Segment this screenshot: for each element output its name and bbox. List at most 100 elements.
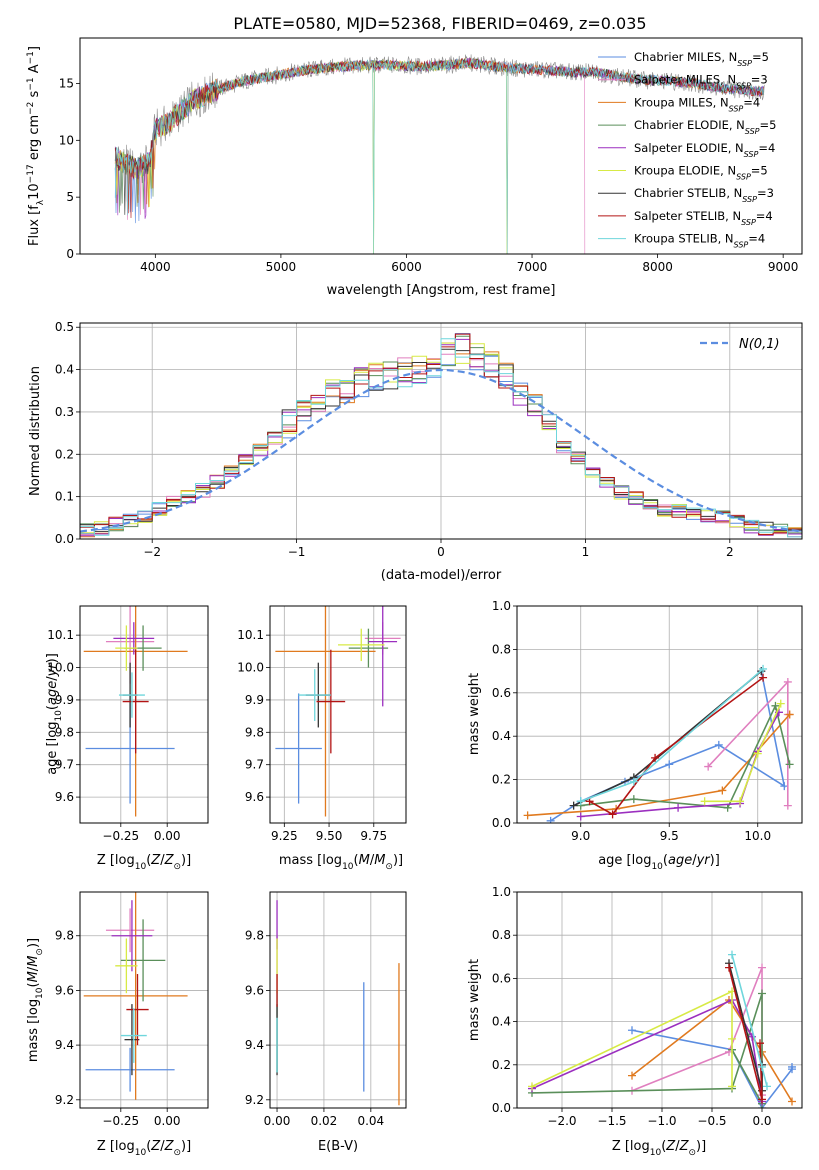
label-part: Z [log [97, 853, 135, 868]
label-part: mass [log [279, 853, 342, 868]
label-part: A [27, 64, 42, 77]
y-tick-label: 0.2 [492, 773, 511, 787]
legend-label: Kroupa MILES, NSSP=4 [634, 95, 760, 113]
label-part: age [45, 681, 60, 705]
label-part: 10 [650, 1148, 662, 1158]
series-marker [758, 963, 766, 972]
series-line [728, 967, 763, 1100]
label-part: ⊙ [688, 1148, 696, 1158]
series-line [589, 676, 764, 816]
series-marker [714, 740, 723, 749]
label-part: ⊙ [385, 862, 393, 872]
label-part: ⊙ [35, 948, 45, 956]
label-part: ( [26, 982, 41, 987]
x-tick-label: 0.0 [752, 1114, 771, 1128]
series-marker [763, 1082, 771, 1091]
legend-subscript: SSP [745, 127, 760, 136]
y-axis-label: Flux [fλ10−17 erg cm−2 s−1 A−1] [26, 46, 46, 246]
y-axis-label: mass weight [467, 673, 482, 755]
label-part: 10 [135, 1148, 147, 1158]
legend-value: =4 [758, 141, 775, 155]
label-part: Z [164, 1139, 175, 1154]
x-tick-label: 9.25 [271, 829, 298, 843]
errorbar-group [276, 900, 400, 1106]
label-part: Z [665, 1139, 676, 1154]
label-part: yr [696, 853, 712, 868]
label-part: )] [181, 853, 191, 868]
series-marker [759, 664, 768, 673]
legend-subscript: SSP [736, 172, 751, 181]
label-part: ( [45, 705, 60, 710]
series-marker [783, 801, 792, 810]
y-tick-label: 10.0 [47, 661, 74, 675]
spectrum-line [114, 58, 765, 254]
label-part: 10 [342, 862, 354, 872]
label-part: 10 [651, 862, 663, 872]
label-part: / [160, 853, 165, 868]
axes-age-vs-Z: −0.25 0.00 9.6 9.7 9.8 9.9 10.0 10.1 [47, 606, 208, 843]
x-tick-label: −0.5 [697, 1114, 726, 1128]
legend-label: Chabrier STELIB, NSSP=3 [634, 186, 774, 204]
label-part: mass [log [26, 999, 41, 1062]
series-marker [759, 673, 768, 682]
mass-vs-Z-frame [79, 891, 209, 1109]
label-part: ⊙ [173, 1148, 181, 1158]
series-marker [700, 797, 709, 806]
legend-label: Kroupa STELIB, NSSP=4 [634, 232, 765, 250]
x-tick-label: 0 [437, 545, 445, 559]
label-part: yr [45, 662, 60, 678]
x-tick-label: 9.0 [571, 829, 590, 843]
x-axis-label: Z [log10(Z/Z⊙)] [97, 853, 191, 872]
series-marker [628, 1026, 636, 1035]
label-part: M [26, 971, 41, 982]
series-marker [788, 1062, 796, 1071]
label-part: ] [27, 46, 42, 51]
series-marker [576, 797, 585, 806]
x-tick-label: −0.25 [102, 1114, 139, 1128]
y-tick-label: 9.9 [245, 693, 264, 707]
legend-value: =4 [743, 95, 760, 109]
series-marker [728, 1034, 736, 1043]
label-part: erg cm [27, 115, 42, 164]
spectrum-lines [114, 54, 765, 254]
label-part: ⊙ [173, 862, 181, 872]
series-line [573, 670, 762, 807]
x-tick-label: 10.0 [744, 829, 771, 843]
legend-subscript: SSP [742, 195, 757, 204]
label-part: Z [log [97, 1139, 135, 1154]
label-part: )] [710, 853, 720, 868]
series-marker [569, 801, 578, 810]
y-tick-label: 0.8 [492, 928, 511, 942]
legend-value: =3 [751, 73, 768, 87]
x-tick-label: 7000 [517, 260, 548, 274]
x-axis-label: (data-model)/error [381, 568, 502, 583]
y-tick-label: 0.4 [492, 1015, 511, 1029]
y-tick-label: 9.9 [55, 693, 74, 707]
x-tick-label: −1 [288, 545, 306, 559]
series-marker [756, 1039, 764, 1048]
y-tick-label: 1.0 [492, 885, 511, 899]
residuals-frame [79, 322, 803, 540]
y-axis-label: mass weight [467, 959, 482, 1041]
label-part: 10 [35, 987, 45, 999]
series-marker [629, 795, 638, 804]
y-tick-label: 10.1 [47, 628, 74, 642]
y-tick-label: 10 [59, 133, 74, 147]
axes-mass-vs-Z: −0.25 0.00 9.2 9.4 9.6 9.8 [55, 892, 208, 1128]
series-line [704, 703, 782, 803]
y-tick-label: 9.8 [55, 929, 74, 943]
label-part: −1 [26, 51, 36, 64]
axes-mass-weight-vs-age: 9.0 9.5 10.0 0.0 0.2 0.4 0.6 0.8 1.0 [492, 599, 802, 843]
axes-mass-weight-vs-Z: −2.0 −1.5 −1.0 −0.5 0.0 0.0 0.2 0.4 0.6 0.8 1.0 [492, 885, 802, 1128]
legend-label: Salpeter STELIB, NSSP=4 [634, 209, 773, 227]
label-part: Z [log [612, 1139, 650, 1154]
y-tick-label: 9.8 [55, 725, 74, 739]
y-tick-label: 0.2 [55, 447, 74, 461]
y-tick-label: 0.0 [492, 1101, 511, 1115]
spectrum-frame [79, 37, 803, 255]
y-tick-label: 0.2 [492, 1058, 511, 1072]
label-part: age [log [45, 722, 60, 775]
label-part: ( [354, 853, 359, 868]
